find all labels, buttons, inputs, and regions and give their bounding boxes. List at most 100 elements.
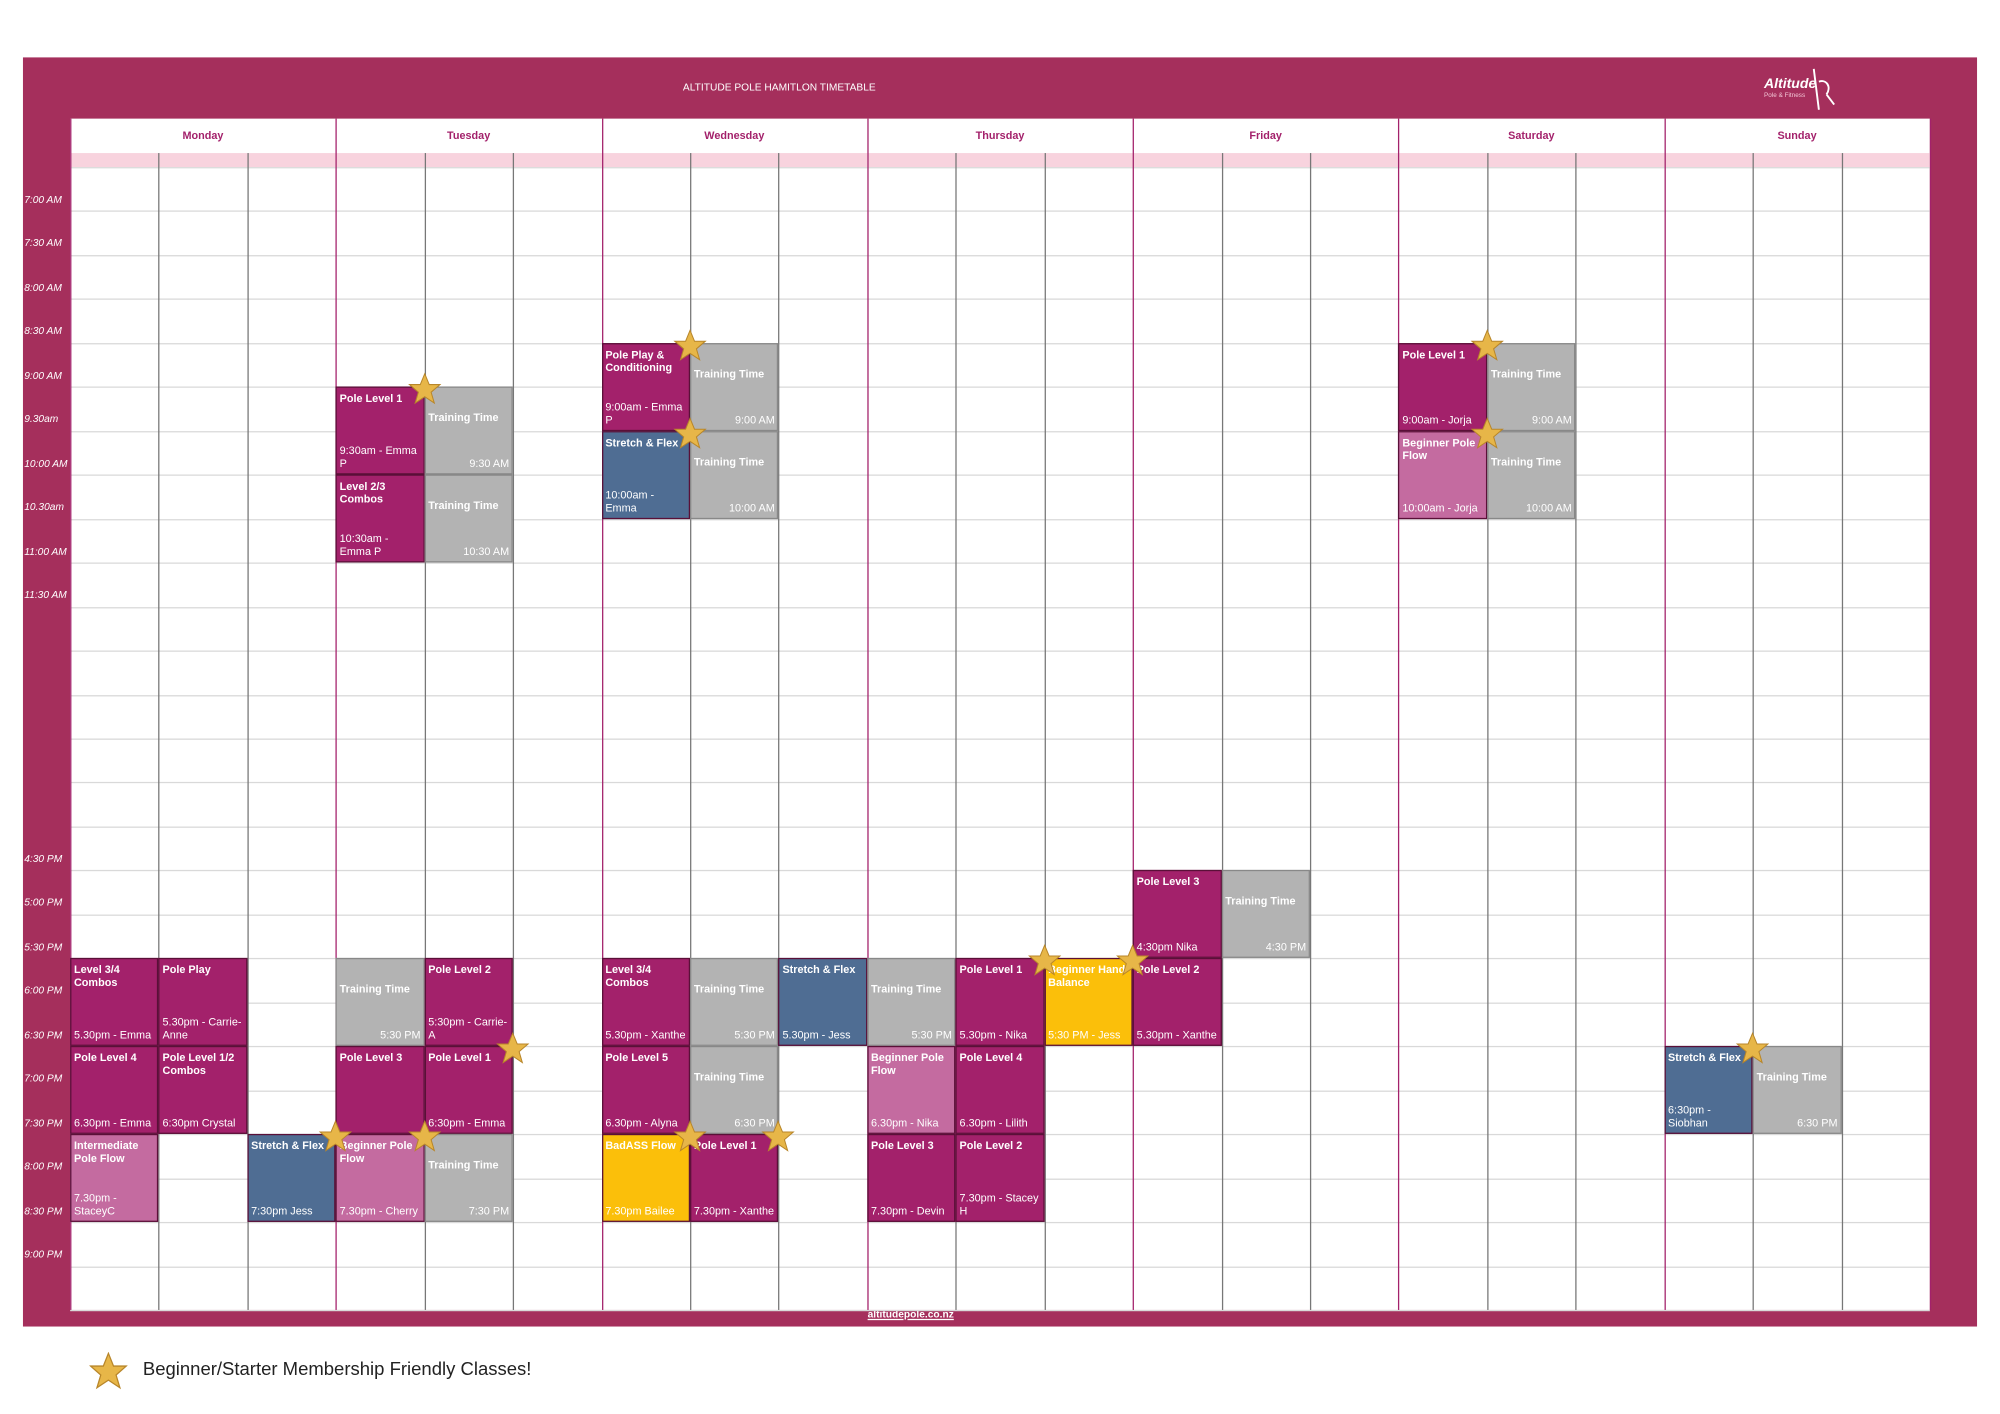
class-time: 5.30pm - Jess xyxy=(782,1028,851,1042)
class-time: 5.30pm - Nika xyxy=(959,1028,1028,1042)
star-icon xyxy=(1470,416,1504,449)
class-block[interactable]: Pole Level 4 6.30pm - Lilith xyxy=(955,1046,1045,1135)
time-label: 9:00 PM xyxy=(24,1248,63,1261)
class-time: 6:30pm - Emma xyxy=(428,1116,506,1129)
class-block[interactable]: BadASS Flow 7.30pm Bailee xyxy=(601,1134,691,1222)
class-time: 6:30pm Crystal xyxy=(162,1116,236,1129)
day-header: Wednesday xyxy=(704,128,765,142)
class-block[interactable]: Training Time 7:30 PM xyxy=(424,1134,513,1222)
class-block[interactable]: Beginner Pole Flow 10:00am - Jorja xyxy=(1398,430,1488,519)
class-block[interactable]: Stretch & Flex 6:30pm - Siobhan xyxy=(1664,1046,1753,1135)
class-title: Stretch & Flex xyxy=(1668,1051,1741,1065)
friendly-star xyxy=(1470,328,1504,362)
class-time: 6:30 PM xyxy=(1797,1116,1838,1129)
class-block[interactable]: Training Time 5:30 PM xyxy=(867,958,956,1047)
class-block[interactable]: Training Time 10:30 AM xyxy=(424,474,513,563)
class-block[interactable]: Training Time 9:00 AM xyxy=(690,342,779,431)
grid-line xyxy=(1752,153,1755,1310)
grid-line xyxy=(70,870,1930,872)
class-time: 7:30pm Jess xyxy=(251,1204,313,1217)
star-icon xyxy=(761,1119,796,1152)
class-block[interactable]: Training Time 9:30 AM xyxy=(424,386,513,475)
grid-line xyxy=(1132,118,1135,1310)
class-block[interactable]: Pole Level 2 5:30pm - Carrie-A xyxy=(424,958,513,1047)
class-block[interactable]: Pole Level 5 6.30pm - Alyna xyxy=(601,1046,691,1135)
class-time: 7.30pm - Cherry xyxy=(339,1204,418,1217)
class-block[interactable]: Intermediate Pole Flow 7.30pm - StaceyC xyxy=(70,1134,159,1222)
class-block[interactable]: Beginner Pole Flow 7.30pm - Cherry xyxy=(335,1134,425,1222)
class-block[interactable]: Training Time 5:30 PM xyxy=(690,958,779,1047)
class-block[interactable]: Level 3/4 Combos 5.30pm - Emma xyxy=(70,958,159,1047)
class-time: 9:30am - Emma P xyxy=(339,444,417,470)
class-block[interactable]: Stretch & Flex 5.30pm - Jess xyxy=(778,958,868,1047)
day-header: Saturday xyxy=(1508,128,1555,142)
class-time: 7.30pm Bailee xyxy=(605,1204,675,1217)
class-title: Stretch & Flex xyxy=(251,1139,324,1152)
friendly-star xyxy=(319,1119,353,1153)
class-block[interactable]: Pole Play & Conditioning 9:00am - Emma P xyxy=(601,342,691,431)
class-block[interactable]: Beginner Pole Flow 6.30pm - Nika xyxy=(867,1046,956,1135)
class-block[interactable]: Pole Level 2 7.30pm - Stacey H xyxy=(955,1134,1045,1222)
class-block[interactable]: Level 2/3 Combos 10:30am - Emma P xyxy=(335,474,425,563)
day-header: Thursday xyxy=(975,128,1025,142)
class-block[interactable]: Beginner Hand Balance 5:30 PM - Jess xyxy=(1044,958,1133,1047)
class-block[interactable]: Training Time 4:30 PM xyxy=(1221,870,1310,959)
star-icon xyxy=(673,416,707,449)
class-block[interactable]: Training Time 9:00 AM xyxy=(1487,342,1576,431)
class-title: Training Time xyxy=(428,1158,499,1172)
class-block[interactable]: Stretch & Flex 7:30pm Jess xyxy=(247,1134,336,1222)
class-block[interactable]: Pole Level 1/2 Combos 6:30pm Crystal xyxy=(158,1046,248,1135)
class-time: 10:30 AM xyxy=(463,544,510,558)
class-block[interactable]: Training Time 10:00 AM xyxy=(690,430,779,519)
grid-line xyxy=(70,386,1930,389)
class-block[interactable]: Pole Level 1 9:30am - Emma P xyxy=(335,386,425,475)
grid-line xyxy=(70,254,1930,257)
class-time: 10:00am - Jorja xyxy=(1402,500,1478,514)
legend-text: Beginner/Starter Membership Friendly Cla… xyxy=(142,1359,532,1381)
header-title: ALTITUDE POLE HAMITLON TIMETABLE xyxy=(682,81,876,94)
star-icon xyxy=(1736,1032,1770,1064)
class-block[interactable]: Training Time 6:30 PM xyxy=(690,1046,779,1135)
website[interactable]: altitudepole.co.nz xyxy=(867,1308,954,1321)
logo-icon xyxy=(1812,68,1835,110)
day-strip xyxy=(867,153,1133,168)
grid-line xyxy=(70,562,1930,564)
class-time: 7.30pm - Devin xyxy=(870,1204,945,1217)
friendly-star xyxy=(1470,416,1504,450)
class-time: 4:30pm Nika xyxy=(1136,940,1198,954)
class-block[interactable]: Level 3/4 Combos 5.30pm - Xanthe xyxy=(601,958,691,1047)
class-block[interactable]: Pole Level 1 7.30pm - Xanthe xyxy=(690,1134,779,1222)
class-time: 5.30pm - Xanthe xyxy=(605,1028,686,1042)
class-title: Training Time xyxy=(1225,894,1296,908)
class-block[interactable]: Pole Level 2 5.30pm - Xanthe xyxy=(1132,958,1222,1047)
class-block[interactable]: Training Time 6:30 PM xyxy=(1752,1046,1842,1135)
class-block[interactable]: Stretch & Flex 10:00am - Emma xyxy=(601,430,691,519)
star-icon xyxy=(407,372,442,405)
grid-line xyxy=(70,518,1930,520)
day-strip xyxy=(1398,153,1665,168)
class-block[interactable]: Pole Level 1 5.30pm - Nika xyxy=(955,958,1045,1047)
class-title: Pole Play & Conditioning xyxy=(605,347,673,374)
class-block[interactable]: Pole Level 3 7.30pm - Devin xyxy=(867,1134,956,1222)
class-block[interactable]: Training Time 5:30 PM xyxy=(335,958,425,1047)
day-strip xyxy=(1132,153,1399,168)
class-block[interactable]: Pole Play 5.30pm - Carrie-Anne xyxy=(158,958,248,1047)
grid-line xyxy=(70,298,1930,301)
class-block[interactable]: Pole Level 3 xyxy=(335,1046,425,1135)
class-block[interactable]: Pole Level 1 9:00am - Jorja xyxy=(1398,342,1488,431)
grid-line xyxy=(70,606,1930,608)
star-icon xyxy=(319,1119,353,1152)
class-title: Training Time xyxy=(428,499,499,512)
class-block[interactable]: Pole Level 4 6.30pm - Emma xyxy=(70,1046,159,1135)
class-time: 7:30 PM xyxy=(468,1204,510,1217)
time-label: 6:00 PM xyxy=(24,985,63,997)
class-block[interactable]: Training Time 10:00 AM xyxy=(1487,430,1576,519)
class-time: 9:00 AM xyxy=(734,412,775,426)
class-time: 10:00am - Emma xyxy=(605,488,655,514)
class-title: Pole Level 4 xyxy=(959,1051,1023,1065)
class-title: Training Time xyxy=(1490,455,1562,468)
class-title: Beginner Pole Flow xyxy=(339,1139,413,1165)
time-label: 8:30 PM xyxy=(24,1204,63,1217)
class-block[interactable]: Pole Level 3 4:30pm Nika xyxy=(1132,870,1222,959)
class-block[interactable]: Pole Level 1 6:30pm - Emma xyxy=(424,1046,513,1135)
